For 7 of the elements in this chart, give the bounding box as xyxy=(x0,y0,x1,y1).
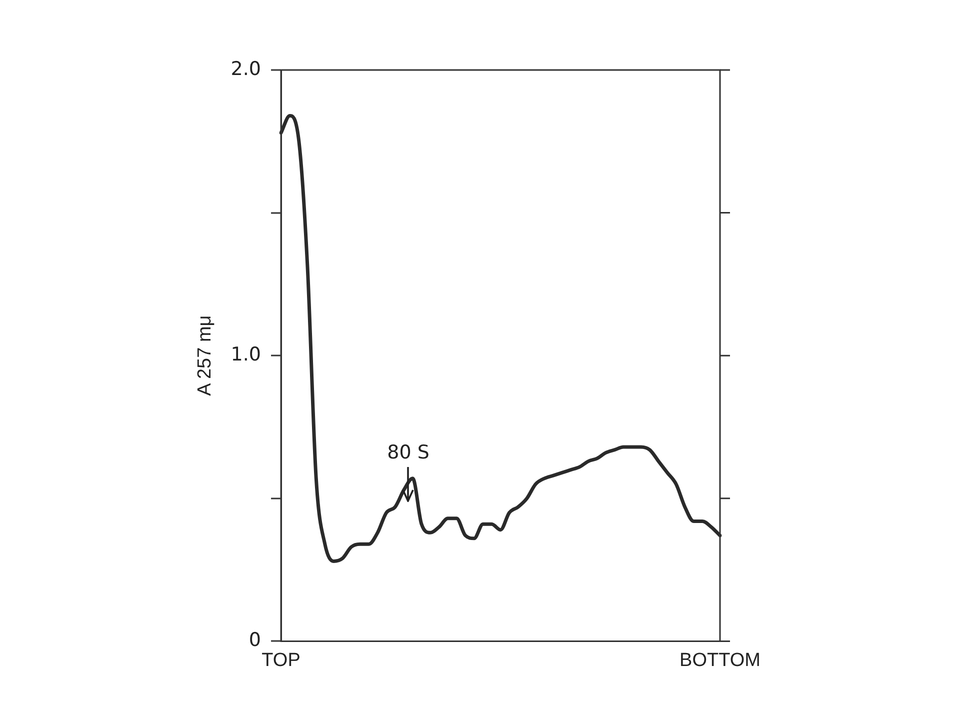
y-tick-label: 0 xyxy=(248,629,262,652)
y-axis-title: A 257 mμ xyxy=(194,315,216,396)
x-tick-label: TOP xyxy=(262,650,300,671)
x-tick-label: BOTTOM xyxy=(680,650,760,671)
y-tick-label: 2.0 xyxy=(230,58,262,80)
annotation: 80 S xyxy=(387,441,430,464)
y-tick-label: 1.0 xyxy=(230,344,262,366)
